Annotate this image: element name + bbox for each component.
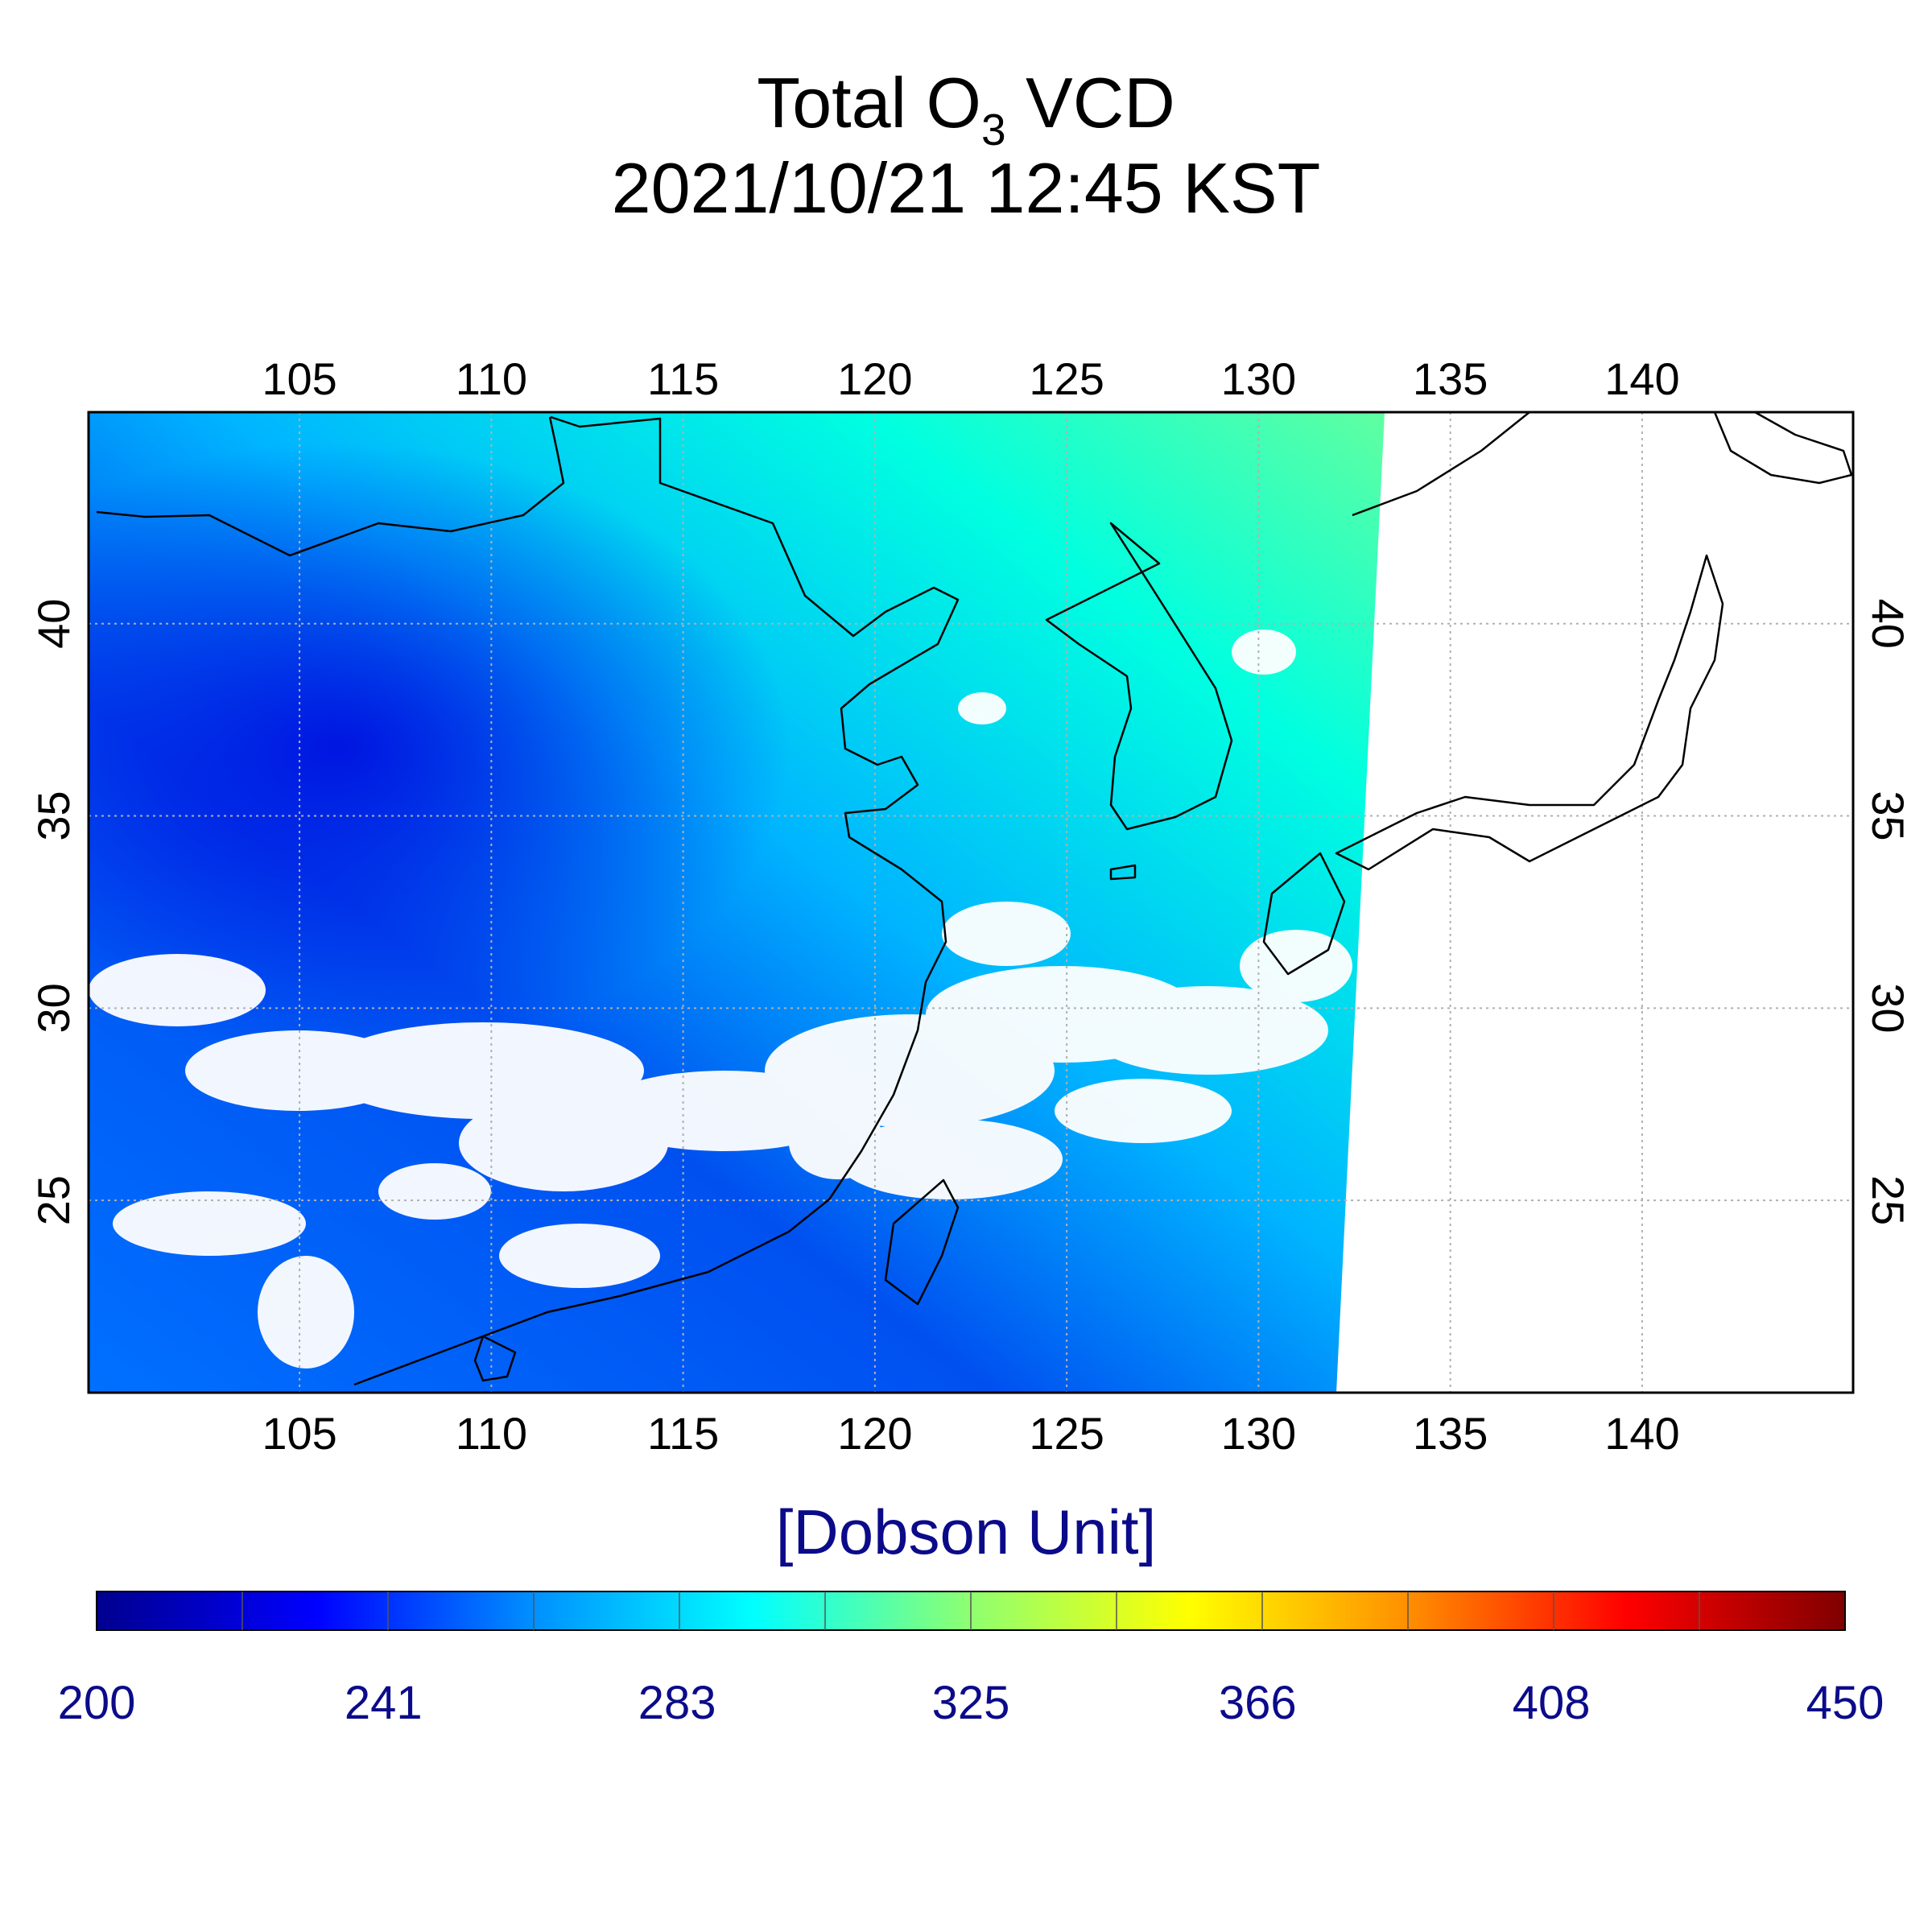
coast-japan-honshu [1335, 554, 1724, 871]
lon-tick-bottom-140: 140 [1604, 1408, 1679, 1459]
lon-tick-bottom-110: 110 [456, 1408, 527, 1459]
lat-tick-left-30: 30 [28, 983, 79, 1033]
colorbar-tick-450: 450 [1806, 1677, 1885, 1729]
lon-tick-bottom-130: 130 [1221, 1408, 1296, 1459]
colorbar-tick-366: 366 [1219, 1677, 1297, 1729]
lon-ticks-bottom: 105 110 115 120 125 130 135 140 [262, 1408, 1679, 1459]
coast-taiwan [884, 1179, 960, 1306]
lon-tick-top-115: 115 [647, 353, 719, 404]
lat-tick-left-35: 35 [28, 791, 79, 840]
lat-tick-right-35: 35 [1863, 791, 1913, 840]
lon-tick-bottom-105: 105 [262, 1408, 336, 1459]
coast-hainan [473, 1335, 517, 1382]
lat-tick-right-25: 25 [1863, 1175, 1913, 1225]
lon-tick-bottom-120: 120 [837, 1408, 912, 1459]
lon-tick-bottom-115: 115 [647, 1408, 719, 1459]
coastlines [96, 411, 1853, 1386]
lon-tick-top-110: 110 [456, 353, 527, 404]
graticule [89, 412, 1853, 1393]
coast-korea [1045, 522, 1233, 831]
lon-tick-top-125: 125 [1029, 353, 1104, 404]
coast-china [96, 416, 565, 557]
lon-tick-top-130: 130 [1221, 353, 1296, 404]
colorbar-tick-283: 283 [638, 1677, 716, 1729]
map-frame [87, 411, 1855, 1394]
lon-tick-bottom-135: 135 [1413, 1408, 1488, 1459]
colorbar-tick-325: 325 [932, 1677, 1010, 1729]
lat-tick-right-40: 40 [1863, 599, 1913, 649]
coast-japan-kyushu [1262, 852, 1346, 976]
lat-tick-left-40: 40 [28, 599, 79, 649]
lon-tick-top-120: 120 [837, 353, 912, 404]
lat-ticks-left: 40 35 30 25 [28, 599, 79, 1226]
lat-tick-left-25: 25 [28, 1175, 79, 1225]
ozone-field [89, 412, 1853, 1393]
colorbar-tick-408: 408 [1513, 1677, 1591, 1729]
map-title-line1: Total O3 VCD [757, 63, 1175, 155]
lat-ticks-right: 40 35 30 25 [1863, 599, 1913, 1226]
coast-japan-hokkaido [1713, 411, 1853, 485]
colorbar-unit-label: [Dobson Unit] [775, 1496, 1157, 1567]
lon-tick-top-135: 135 [1413, 353, 1488, 404]
lon-tick-top-140: 140 [1604, 353, 1679, 404]
lon-tick-top-105: 105 [262, 353, 336, 404]
map-title-line2: 2021/10/21 12:45 KST [611, 148, 1321, 228]
coast-russia [1352, 411, 1530, 517]
lat-tick-right-30: 30 [1863, 983, 1913, 1033]
colorbar-tick-marks [242, 1591, 1700, 1630]
colorbar-tick-200: 200 [58, 1677, 136, 1729]
lon-tick-bottom-125: 125 [1029, 1408, 1104, 1459]
colorbar-tick-241: 241 [345, 1677, 423, 1729]
lon-ticks-top: 105 110 115 120 125 130 135 140 [262, 353, 1679, 404]
colorbar-tick-labels: 200 241 283 325 366 408 450 [58, 1677, 1885, 1729]
coast-jeju [1109, 864, 1137, 881]
coast-china-east [353, 415, 960, 1386]
low-ozone-region [89, 443, 789, 1055]
